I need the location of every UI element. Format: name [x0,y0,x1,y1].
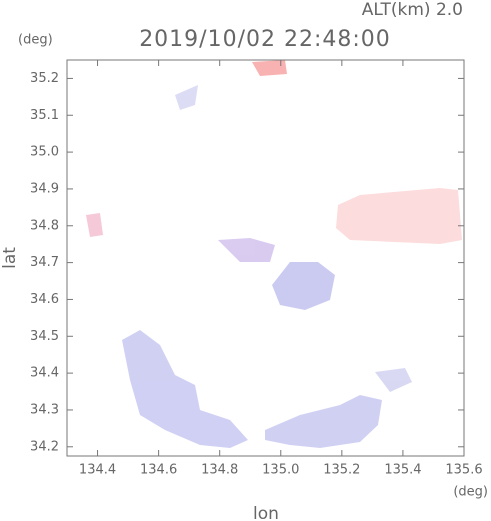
echo [336,188,462,244]
x-unit: (deg) [453,485,488,500]
y-tick-label: 34.5 [30,329,59,344]
y-axis-label: lat [0,247,20,269]
x-tick-label: 135.2 [323,463,360,478]
y-tick-label: 34.9 [30,181,59,196]
y-tick-label: 34.3 [30,402,59,417]
x-axis-label: lon [253,504,279,521]
y-tick-label: 35.0 [30,145,59,160]
echo [86,213,103,237]
y-tick-label: 34.7 [30,255,59,270]
x-tick-label: 134.6 [140,463,177,478]
alt-label: ALT(km) 2.0 [362,0,463,20]
y-tick-label: 34.2 [30,439,59,454]
y-tick-label: 34.4 [30,366,59,381]
x-tick-label: 134.4 [79,463,116,478]
y-tick-label: 34.6 [30,292,59,307]
echo [375,368,412,392]
radar-echoes [86,60,462,448]
x-tick-label: 135.0 [262,463,299,478]
echo [218,238,275,262]
plot-frame [66,59,465,457]
echo [122,330,248,448]
echo [252,60,287,76]
echo [272,262,335,310]
y-unit: (deg) [18,33,53,48]
y-tick-label: 35.2 [30,71,59,86]
echo [175,85,198,110]
y-tick-label: 35.1 [30,108,59,123]
chart-title: 2019/10/02 22:48:00 [139,27,391,52]
x-tick-label: 135.4 [384,463,421,478]
x-tick-label: 134.8 [201,463,238,478]
echo [265,395,382,448]
y-tick-label: 34.8 [30,218,59,233]
x-tick-label: 135.6 [445,463,482,478]
